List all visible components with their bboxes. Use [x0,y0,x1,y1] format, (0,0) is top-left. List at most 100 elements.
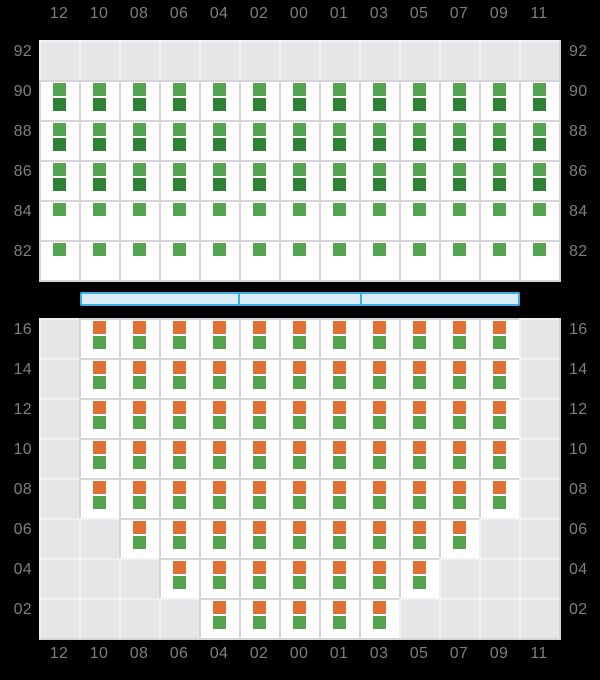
slot-cell[interactable] [439,358,479,398]
slot-cell[interactable] [79,120,119,160]
slot-cell[interactable] [279,160,319,200]
slot-cell[interactable] [119,478,159,518]
slot-cell[interactable] [319,200,359,240]
slot-cell[interactable] [239,318,279,358]
slot-cell[interactable] [239,240,279,280]
slot-cell[interactable] [279,80,319,120]
slot-cell[interactable] [359,240,399,280]
slot-cell[interactable] [39,80,79,120]
slot-cell[interactable] [439,120,479,160]
slot-cell[interactable] [199,438,239,478]
slot-cell[interactable] [239,120,279,160]
slot-cell[interactable] [319,120,359,160]
slot-cell[interactable] [119,120,159,160]
slot-cell[interactable] [199,318,239,358]
slot-cell[interactable] [239,398,279,438]
slot-cell[interactable] [519,160,559,200]
slot-cell[interactable] [319,160,359,200]
slot-cell[interactable] [79,80,119,120]
slot-cell[interactable] [399,438,439,478]
slot-cell[interactable] [359,80,399,120]
slot-cell[interactable] [119,240,159,280]
slot-cell[interactable] [319,240,359,280]
slot-cell[interactable] [199,120,239,160]
slot-cell[interactable] [359,598,399,638]
slot-cell[interactable] [199,358,239,398]
slot-cell[interactable] [359,438,399,478]
slot-cell[interactable] [359,318,399,358]
slot-cell[interactable] [119,518,159,558]
slot-cell[interactable] [399,398,439,438]
slot-cell[interactable] [399,200,439,240]
slot-cell[interactable] [119,318,159,358]
slot-cell[interactable] [359,160,399,200]
slot-cell[interactable] [399,358,439,398]
slot-cell[interactable] [199,558,239,598]
slot-cell[interactable] [439,240,479,280]
slot-cell[interactable] [39,160,79,200]
slot-cell[interactable] [399,478,439,518]
slot-cell[interactable] [359,358,399,398]
slot-cell[interactable] [159,240,199,280]
slot-cell[interactable] [439,200,479,240]
slot-cell[interactable] [239,358,279,398]
slot-cell[interactable] [279,398,319,438]
slot-cell[interactable] [519,120,559,160]
slot-cell[interactable] [319,478,359,518]
slot-cell[interactable] [159,80,199,120]
slot-cell[interactable] [279,120,319,160]
slot-cell[interactable] [159,160,199,200]
slot-cell[interactable] [239,598,279,638]
slot-cell[interactable] [79,398,119,438]
slot-cell[interactable] [119,80,159,120]
slot-cell[interactable] [119,200,159,240]
slot-cell[interactable] [519,240,559,280]
slot-cell[interactable] [439,518,479,558]
slot-cell[interactable] [359,200,399,240]
slot-cell[interactable] [79,438,119,478]
slot-cell[interactable] [199,160,239,200]
slot-cell[interactable] [439,80,479,120]
slot-cell[interactable] [39,240,79,280]
slot-cell[interactable] [239,438,279,478]
slot-cell[interactable] [439,160,479,200]
slot-cell[interactable] [479,438,519,478]
slot-cell[interactable] [399,558,439,598]
slot-cell[interactable] [279,240,319,280]
slot-cell[interactable] [479,358,519,398]
slot-cell[interactable] [319,318,359,358]
slot-cell[interactable] [359,558,399,598]
slot-cell[interactable] [199,200,239,240]
slot-cell[interactable] [239,160,279,200]
slot-cell[interactable] [479,160,519,200]
slot-cell[interactable] [159,558,199,598]
slot-cell[interactable] [319,558,359,598]
slot-cell[interactable] [79,200,119,240]
slot-cell[interactable] [79,240,119,280]
slot-cell[interactable] [39,200,79,240]
slot-cell[interactable] [199,398,239,438]
slot-cell[interactable] [159,478,199,518]
slot-cell[interactable] [79,160,119,200]
slot-cell[interactable] [159,200,199,240]
slot-cell[interactable] [79,358,119,398]
slot-cell[interactable] [439,318,479,358]
slot-cell[interactable] [239,518,279,558]
slot-cell[interactable] [319,438,359,478]
slot-cell[interactable] [279,598,319,638]
slot-cell[interactable] [399,120,439,160]
slot-cell[interactable] [279,518,319,558]
slot-cell[interactable] [359,120,399,160]
slot-cell[interactable] [159,438,199,478]
slot-cell[interactable] [199,240,239,280]
slot-cell[interactable] [479,80,519,120]
slot-cell[interactable] [479,240,519,280]
slot-cell[interactable] [399,318,439,358]
slot-cell[interactable] [479,120,519,160]
slot-cell[interactable] [159,358,199,398]
slot-cell[interactable] [479,478,519,518]
slot-cell[interactable] [479,318,519,358]
slot-cell[interactable] [479,200,519,240]
slot-cell[interactable] [239,80,279,120]
slot-cell[interactable] [399,80,439,120]
